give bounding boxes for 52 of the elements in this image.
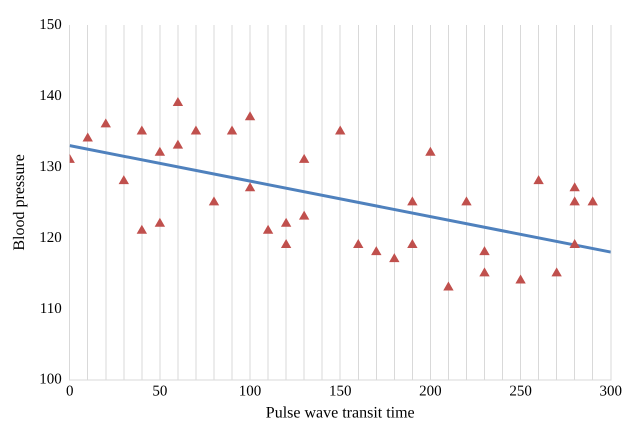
point	[353, 239, 364, 248]
point	[281, 239, 291, 248]
y-tick-label: 150	[39, 16, 62, 33]
point	[426, 147, 436, 156]
point	[552, 268, 562, 276]
point	[534, 176, 544, 184]
point	[137, 225, 147, 234]
point	[480, 246, 490, 256]
y-tick-label: 100	[39, 372, 62, 388]
point	[462, 196, 472, 206]
point	[281, 218, 291, 227]
point	[209, 196, 219, 206]
point	[137, 126, 147, 134]
x-tick-label: 50	[152, 384, 168, 400]
point	[570, 239, 580, 248]
y-tick-label: 120	[39, 230, 62, 246]
point	[227, 126, 237, 134]
x-tick-label: 300	[600, 384, 622, 400]
point	[570, 196, 580, 206]
point	[371, 246, 382, 256]
y-tick-label: 130	[39, 158, 62, 175]
x-tick-label: 250	[509, 384, 532, 400]
point	[299, 211, 309, 220]
point	[155, 218, 165, 227]
x-tick-label: 200	[419, 384, 442, 400]
point	[245, 182, 255, 192]
point	[82, 133, 93, 142]
y-tick-label: 110	[40, 300, 62, 317]
x-tick-label: 100	[238, 384, 262, 400]
point	[570, 182, 580, 192]
y-axis-title: Blood pressure	[10, 154, 28, 251]
point	[245, 112, 255, 120]
point	[299, 154, 309, 163]
point	[390, 254, 400, 262]
point	[516, 274, 526, 284]
point	[191, 126, 201, 134]
x-tick-label: 150	[328, 384, 352, 400]
point	[173, 98, 183, 106]
point	[173, 140, 183, 149]
point	[263, 225, 273, 234]
y-tick-label: 140	[39, 88, 62, 104]
point	[480, 268, 490, 276]
point	[118, 176, 129, 184]
x-axis-title: Pulse wave transit time	[266, 404, 415, 422]
point	[444, 282, 454, 291]
point	[335, 126, 346, 134]
point	[408, 196, 418, 206]
point	[100, 118, 111, 128]
point	[155, 147, 165, 156]
point	[588, 196, 598, 206]
point	[408, 239, 418, 248]
x-tick-label: 0	[66, 384, 74, 400]
